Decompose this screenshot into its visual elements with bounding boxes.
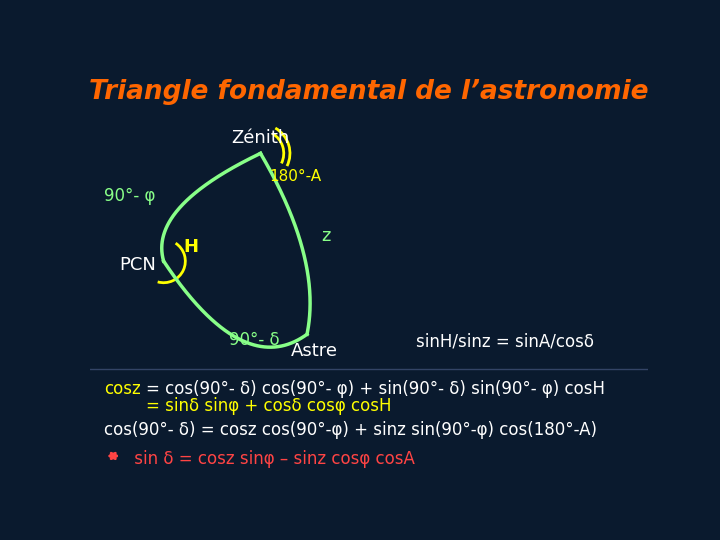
Text: 90°- φ: 90°- φ [104, 187, 156, 205]
Text: sinH/sinz = sinA/cosδ: sinH/sinz = sinA/cosδ [415, 333, 593, 351]
Text: sin δ = cosz sinφ – sinz cosφ cosA: sin δ = cosz sinφ – sinz cosφ cosA [129, 450, 415, 468]
Text: = cos(90°- δ) cos(90°- φ) + sin(90°- δ) sin(90°- φ) cosH: = cos(90°- δ) cos(90°- φ) + sin(90°- δ) … [145, 381, 605, 399]
Text: Triangle fondamental de l’astronomie: Triangle fondamental de l’astronomie [89, 79, 649, 105]
Text: z: z [322, 227, 331, 245]
Text: H: H [184, 238, 198, 256]
Text: 180°-A: 180°-A [270, 168, 322, 184]
Text: cosz: cosz [104, 381, 140, 399]
Text: cos(90°- δ) = cosz cos(90°-φ) + sinz sin(90°-φ) cos(180°-A): cos(90°- δ) = cosz cos(90°-φ) + sinz sin… [104, 421, 597, 438]
Text: Zénith: Zénith [231, 129, 289, 147]
Text: PCN: PCN [119, 256, 156, 274]
Text: 90°- δ: 90°- δ [230, 331, 280, 349]
Text: = sinδ sinφ + cosδ cosφ cosH: = sinδ sinφ + cosδ cosφ cosH [145, 397, 391, 415]
Text: Astre: Astre [292, 342, 338, 360]
